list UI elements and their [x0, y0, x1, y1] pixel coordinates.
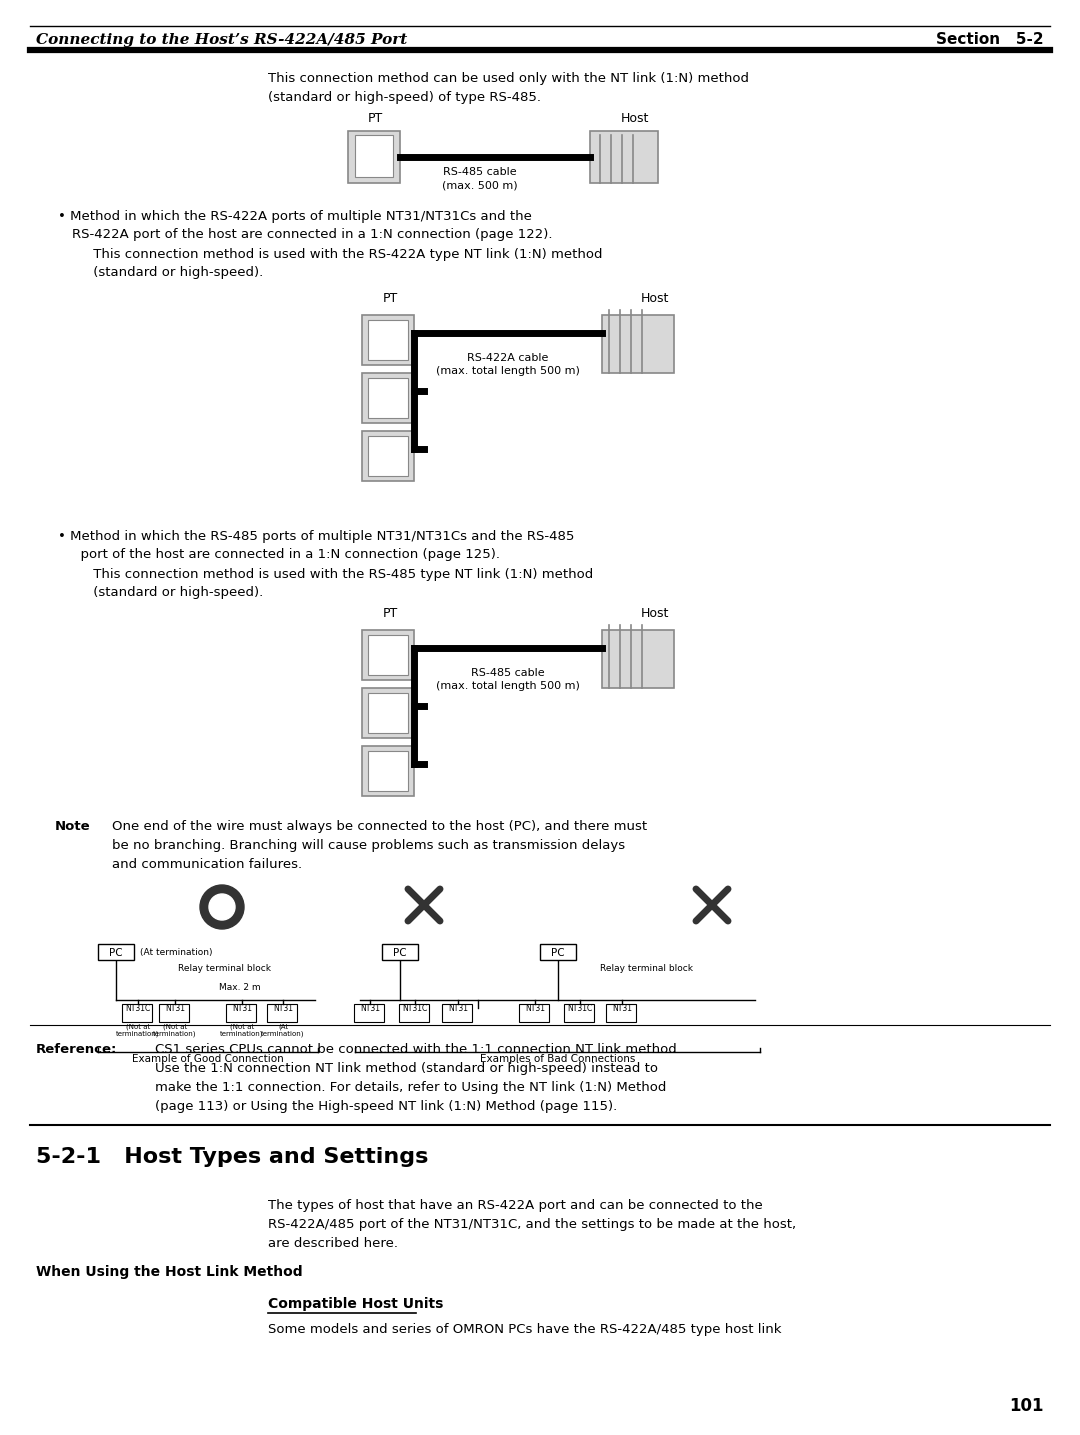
Bar — [362, 687, 414, 738]
Bar — [564, 1004, 594, 1022]
Text: Host: Host — [621, 112, 649, 125]
Bar — [399, 1004, 429, 1022]
Text: (Not at
termination): (Not at termination) — [220, 1023, 264, 1038]
Bar — [602, 316, 674, 373]
Bar — [362, 373, 414, 423]
Bar — [98, 944, 134, 960]
Text: 101: 101 — [1010, 1398, 1044, 1415]
Text: NT31: NT31 — [360, 1004, 380, 1013]
Bar — [368, 320, 408, 360]
Bar — [355, 135, 393, 177]
Text: NT31: NT31 — [232, 1004, 252, 1013]
Bar — [368, 436, 408, 476]
Text: Examples of Bad Connections: Examples of Bad Connections — [481, 1053, 636, 1063]
Text: PC: PC — [109, 949, 123, 959]
Text: RS-485 cable
(max. 500 m): RS-485 cable (max. 500 m) — [442, 166, 517, 191]
Text: The types of host that have an RS-422A port and can be connected to the
RS-422A/: The types of host that have an RS-422A p… — [268, 1200, 796, 1250]
Text: PC: PC — [551, 949, 565, 959]
Bar — [442, 1004, 472, 1022]
Text: PT: PT — [382, 291, 397, 306]
Bar — [606, 1004, 636, 1022]
Text: (Not at
termination): (Not at termination) — [117, 1023, 160, 1038]
Text: Max. 2 m: Max. 2 m — [219, 983, 260, 992]
Text: One end of the wire must always be connected to the host (PC), and there must
be: One end of the wire must always be conne… — [112, 819, 647, 871]
Text: • Method in which the RS-485 ports of multiple NT31/NT31Cs and the RS-485: • Method in which the RS-485 ports of mu… — [58, 530, 575, 542]
Text: NT31: NT31 — [525, 1004, 545, 1013]
Text: Relay terminal block: Relay terminal block — [178, 964, 271, 973]
Text: NT31: NT31 — [165, 1004, 185, 1013]
Text: RS-422A cable
(max. total length 500 m): RS-422A cable (max. total length 500 m) — [436, 353, 580, 376]
Bar — [362, 430, 414, 481]
Bar — [159, 1004, 189, 1022]
Text: This connection method is used with the RS-485 type NT link (1:N) method: This connection method is used with the … — [72, 568, 593, 581]
Text: Reference:: Reference: — [36, 1043, 118, 1056]
Bar — [368, 636, 408, 674]
Text: NT31C: NT31C — [125, 1004, 150, 1013]
Bar — [354, 1004, 384, 1022]
Text: PC: PC — [393, 949, 407, 959]
Text: PT: PT — [382, 607, 397, 620]
Bar — [590, 131, 658, 184]
Text: This connection method is used with the RS-422A type NT link (1:N) method: This connection method is used with the … — [72, 248, 603, 261]
Text: NT31: NT31 — [612, 1004, 632, 1013]
Text: Note: Note — [55, 819, 91, 832]
Bar — [368, 377, 408, 418]
Text: NT31C: NT31C — [567, 1004, 593, 1013]
Text: NT31: NT31 — [448, 1004, 468, 1013]
Text: NT31C: NT31C — [403, 1004, 428, 1013]
Text: RS-485 cable
(max. total length 500 m): RS-485 cable (max. total length 500 m) — [436, 669, 580, 692]
Text: Host: Host — [640, 607, 670, 620]
Bar — [362, 630, 414, 680]
Bar — [267, 1004, 297, 1022]
Bar — [362, 746, 414, 796]
Bar — [602, 630, 674, 687]
Text: 5-2-1   Host Types and Settings: 5-2-1 Host Types and Settings — [36, 1147, 429, 1167]
Bar — [348, 131, 400, 184]
Text: • Method in which the RS-422A ports of multiple NT31/NT31Cs and the: • Method in which the RS-422A ports of m… — [58, 210, 531, 222]
Bar — [540, 944, 576, 960]
Text: This connection method can be used only with the NT link (1:N) method
(standard : This connection method can be used only … — [268, 72, 750, 103]
Circle shape — [210, 894, 235, 920]
Bar — [362, 316, 414, 364]
Circle shape — [200, 885, 244, 928]
Text: (standard or high-speed).: (standard or high-speed). — [72, 265, 264, 278]
Text: (standard or high-speed).: (standard or high-speed). — [72, 585, 264, 598]
Text: Some models and series of OMRON PCs have the RS-422A/485 type host link: Some models and series of OMRON PCs have… — [268, 1323, 782, 1336]
Text: RS-422A port of the host are connected in a 1:N connection (page 122).: RS-422A port of the host are connected i… — [72, 228, 553, 241]
Text: Connecting to the Host’s RS-422A/485 Port: Connecting to the Host’s RS-422A/485 Por… — [36, 33, 407, 47]
Bar — [519, 1004, 549, 1022]
Text: (Not at
termination): (Not at termination) — [153, 1023, 197, 1038]
Text: PT: PT — [367, 112, 382, 125]
Text: NT31: NT31 — [273, 1004, 293, 1013]
Text: Example of Good Connection: Example of Good Connection — [132, 1053, 284, 1063]
Text: port of the host are connected in a 1:N connection (page 125).: port of the host are connected in a 1:N … — [72, 548, 500, 561]
Text: Section   5-2: Section 5-2 — [936, 33, 1044, 47]
Bar — [368, 693, 408, 733]
Text: Compatible Host Units: Compatible Host Units — [268, 1297, 444, 1312]
Text: Relay terminal block: Relay terminal block — [600, 964, 693, 973]
Text: CS1 series CPUs cannot be connected with the 1:1 connection NT link method.
Use : CS1 series CPUs cannot be connected with… — [156, 1043, 680, 1114]
Bar — [226, 1004, 256, 1022]
Text: Host: Host — [640, 291, 670, 306]
Bar — [122, 1004, 152, 1022]
Bar — [368, 751, 408, 791]
Text: (At termination): (At termination) — [140, 949, 213, 957]
Text: When Using the Host Link Method: When Using the Host Link Method — [36, 1266, 302, 1279]
Text: (At
termination): (At termination) — [261, 1023, 305, 1038]
Bar — [382, 944, 418, 960]
